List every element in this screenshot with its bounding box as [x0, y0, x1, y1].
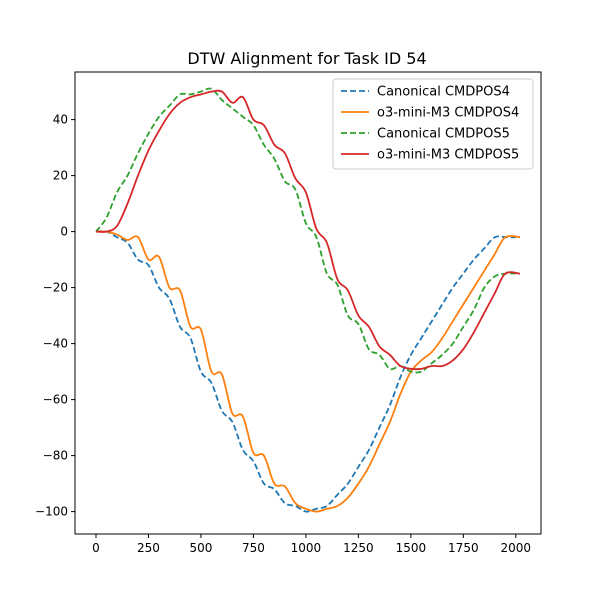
x-tick-label: 500	[189, 541, 212, 555]
legend-box	[332, 78, 534, 170]
series-line-4	[95, 89, 521, 371]
series-layer	[95, 87, 521, 513]
x-tick-label: 1750	[448, 541, 479, 555]
legend-label-4: o3-mini-M3 CMDPOS5	[377, 148, 519, 163]
x-tick-label: 0	[92, 541, 100, 555]
x-tick-label: 1500	[396, 541, 427, 555]
y-tick-label: 0	[60, 225, 68, 239]
plot-frame	[74, 71, 542, 535]
y-tick-label: 20	[53, 169, 68, 183]
y-tick-label: −20	[43, 281, 68, 295]
y-tick-label: 40	[53, 113, 68, 127]
x-tick-label: 750	[242, 541, 265, 555]
x-tick-label: 2000	[501, 541, 532, 555]
series-line-3	[95, 87, 516, 374]
x-tick-label: 1000	[291, 541, 322, 555]
legend: Canonical CMDPOS4 o3-mini-M3 CMDPOS4 Canon…	[332, 78, 534, 170]
legend-label-3: Canonical CMDPOS5	[377, 127, 510, 142]
y-axis: −100 −80 −60 −40 −20 0 20 40	[35, 113, 75, 519]
x-axis: 0 250 500 750 1000 1250 1500 1750 2000	[92, 534, 531, 555]
legend-label-2: o3-mini-M3 CMDPOS4	[377, 106, 519, 121]
series-line-1	[95, 230, 516, 513]
y-tick-label: −40	[43, 337, 68, 351]
y-tick-label: −80	[43, 449, 68, 463]
series-line-2	[95, 230, 521, 513]
y-tick-label: −100	[35, 505, 68, 519]
x-tick-label: 250	[137, 541, 160, 555]
y-tick-label: −60	[43, 393, 68, 407]
chart-title: DTW Alignment for Task ID 54	[187, 49, 426, 68]
legend-label-1: Canonical CMDPOS4	[377, 85, 510, 100]
x-tick-label: 1250	[343, 541, 374, 555]
